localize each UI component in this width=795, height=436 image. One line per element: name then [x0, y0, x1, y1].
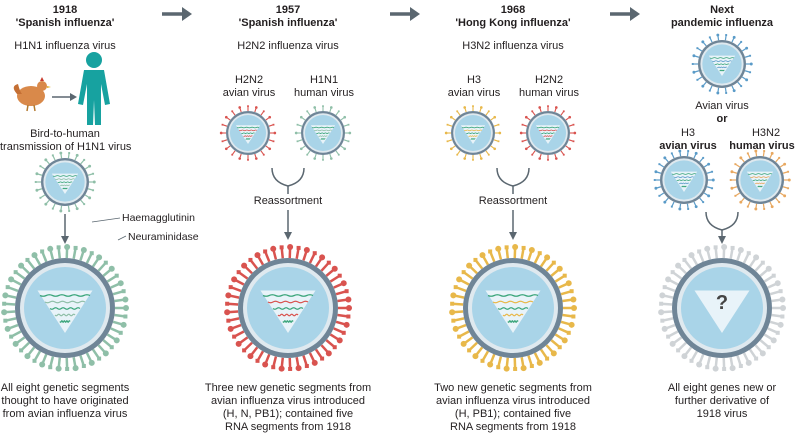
- col4-parent1-line1: H3: [680, 127, 696, 139]
- virus-h1n1-small: [34, 151, 96, 213]
- col3-parent1-line1: H3: [466, 74, 482, 86]
- col3-caption-line1: Two new genetic segments from: [434, 382, 592, 394]
- col4-caption-line2: further derivative of: [674, 395, 770, 407]
- col3-year: 1968: [500, 4, 526, 16]
- virus-next-pandemic-large: [658, 244, 786, 372]
- col3-parent2-line1: H2N2: [534, 74, 564, 86]
- timeline-arrow-icon: [390, 7, 420, 21]
- col3-name: 'Hong Kong influenza': [455, 17, 571, 29]
- col2-parent2-line1: H1N1: [309, 74, 339, 86]
- col3-caption-line3: (H, PB1); contained five: [454, 408, 572, 420]
- col1-year: 1918: [52, 4, 78, 16]
- col2-year: 1957: [275, 4, 301, 16]
- human-figure-icon: [78, 52, 110, 125]
- col2-caption-line3: (H, N, PB1); contained five: [222, 408, 354, 420]
- col4-parent1-line2: avian virus: [659, 140, 717, 152]
- col3-subtype: H3N2 influenza virus: [462, 40, 564, 52]
- col3-parent2-line2: human virus: [519, 87, 579, 99]
- col2-name: 'Spanish influenza': [238, 17, 338, 29]
- col1-name: 'Spanish influenza': [15, 17, 115, 29]
- col4-title-line1: Next: [710, 4, 734, 16]
- col3-caption-line2: avian influenza virus introduced: [435, 395, 591, 407]
- col2-caption-line4: RNA segments from 1918: [225, 421, 351, 433]
- neuraminidase-label: Neuraminidase: [128, 231, 199, 243]
- col2-reassortment: Reassortment: [253, 195, 323, 207]
- col2-parent1-line1: H2N2: [234, 74, 264, 86]
- virus-h3-avian: [444, 105, 502, 161]
- col1-caption-line3: from avian influenza virus: [2, 408, 128, 420]
- col1-transmission-line2: transmission of H1N1 virus: [0, 141, 132, 153]
- virus-h1n1-human: [294, 105, 352, 161]
- virus-next-h3n2-human: [729, 149, 791, 211]
- col4-parent2-line2: human virus: [729, 140, 795, 152]
- virus-h3n2-1968-large: [449, 244, 577, 372]
- virus-h1n1-1918-large: [1, 244, 129, 372]
- col1-caption-line2: thought to have originated: [1, 395, 129, 407]
- timeline-arrow-icon: [162, 7, 192, 21]
- col4-avian-label: Avian virus: [695, 100, 749, 112]
- col2-caption-line1: Three new genetic segments from: [204, 382, 372, 394]
- chicken-icon: [13, 77, 51, 112]
- virus-next-h3-avian: [653, 149, 715, 211]
- virus-h2n2-1957-large: [224, 244, 352, 372]
- col2-caption-line2: avian influenza virus introduced: [210, 395, 366, 407]
- col2-parent2-line2: human virus: [294, 87, 354, 99]
- col3-parent1-line2: avian virus: [447, 87, 501, 99]
- col3-reassortment: Reassortment: [478, 195, 548, 207]
- virus-h2n2-human: [519, 105, 577, 161]
- col1-caption-line1: All eight genetic segments: [0, 382, 130, 394]
- unknown-mark: ?: [715, 292, 729, 314]
- virus-h2n2-avian: [219, 105, 277, 161]
- col2-subtype: H2N2 influenza virus: [237, 40, 339, 52]
- col2-parent1-line2: avian virus: [222, 87, 276, 99]
- haemagglutinin-label: Haemagglutinin: [122, 212, 195, 224]
- col4-title-line2: pandemic influenza: [670, 17, 774, 29]
- virus-next-avian: [691, 33, 753, 95]
- col4-or-label: or: [716, 113, 728, 125]
- col1-transmission-line1: Bird-to-human: [30, 128, 100, 140]
- col4-caption-line3: 1918 virus: [696, 408, 748, 420]
- timeline-arrow-icon: [610, 7, 640, 21]
- col4-caption-line1: All eight genes new or: [667, 382, 777, 394]
- col4-parent2-line1: H3N2: [751, 127, 781, 139]
- col3-caption-line4: RNA segments from 1918: [450, 421, 576, 433]
- col1-subtype: H1N1 influenza virus: [14, 40, 116, 52]
